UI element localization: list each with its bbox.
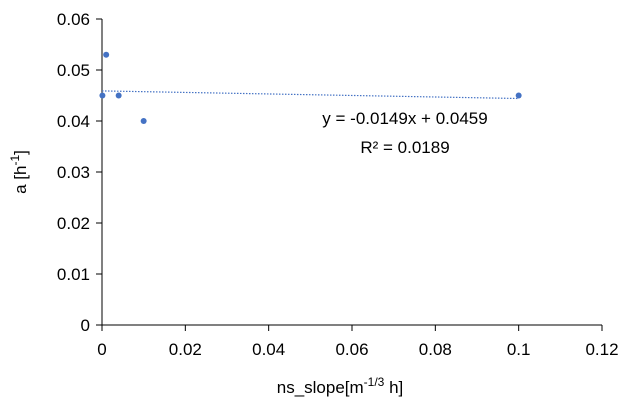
trendline-r-squared: R² = 0.0189 bbox=[360, 138, 449, 157]
x-tick-label: 0 bbox=[97, 340, 106, 359]
data-point bbox=[99, 92, 106, 99]
y-tick-label: 0.02 bbox=[57, 214, 90, 233]
trendline-group bbox=[101, 90, 519, 100]
x-axis-title-tail: h] bbox=[384, 378, 403, 397]
y-tick-label: 0 bbox=[81, 316, 90, 335]
y-tick-label: 0.03 bbox=[57, 163, 90, 182]
y-tick-label: 0.05 bbox=[57, 61, 90, 80]
y-tick-label: 0.04 bbox=[57, 112, 90, 131]
x-axis-title-base: ns_slope[m bbox=[277, 378, 364, 397]
x-tick-label: 0.04 bbox=[252, 340, 285, 359]
x-axis-title-sup: -1/3 bbox=[364, 375, 385, 389]
x-tick-label: 0.08 bbox=[419, 340, 452, 359]
y-axis-title-base: a [h bbox=[11, 166, 30, 194]
y-axis-title-sup: -1 bbox=[8, 155, 22, 166]
data-point bbox=[103, 51, 110, 58]
x-tick-label: 0.02 bbox=[169, 340, 202, 359]
trendline bbox=[101, 90, 519, 100]
x-axis-title: ns_slope[m-1/3 h] bbox=[277, 375, 404, 397]
x-tick-label: 0.06 bbox=[335, 340, 368, 359]
x-tick-label: 0.1 bbox=[507, 340, 531, 359]
x-tick-label: 0.12 bbox=[585, 340, 618, 359]
plot-frame bbox=[101, 19, 602, 326]
y-tick-label: 0.06 bbox=[57, 10, 90, 29]
y-axis-title-tail: ] bbox=[11, 150, 30, 155]
data-point bbox=[115, 92, 122, 99]
y-tick-label: 0.01 bbox=[57, 265, 90, 284]
data-points bbox=[99, 51, 522, 124]
y-axis-ticks: 0 0.01 0.02 0.03 0.04 0.05 0.06 bbox=[57, 10, 102, 335]
trendline-equation: y = -0.0149x + 0.0459 bbox=[322, 109, 487, 128]
data-point bbox=[515, 92, 522, 99]
x-axis-ticks: 0 0.02 0.04 0.06 0.08 0.1 0.12 bbox=[97, 325, 619, 359]
y-axis-title: a [h-1] bbox=[8, 150, 30, 194]
data-point bbox=[140, 118, 147, 124]
